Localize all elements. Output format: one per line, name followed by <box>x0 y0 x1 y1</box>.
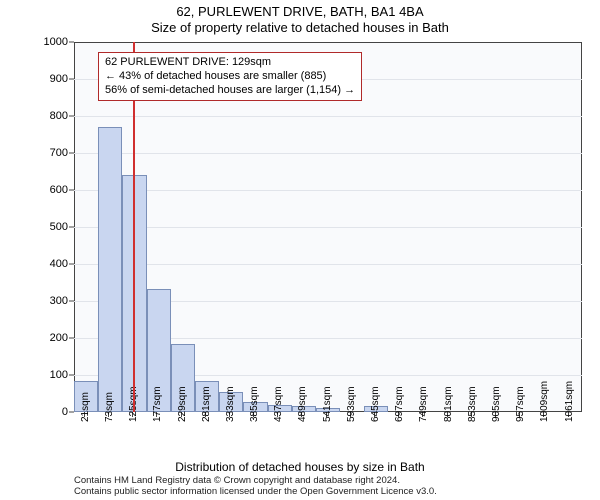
x-tick-label: 853sqm <box>467 386 478 422</box>
x-axis-label: Distribution of detached houses by size … <box>0 460 600 474</box>
annotation-callout: 62 PURLEWENT DRIVE: 129sqm ← 43% of deta… <box>98 52 362 101</box>
x-tick-label: 593sqm <box>346 386 357 422</box>
page-title: 62, PURLEWENT DRIVE, BATH, BA1 4BA <box>0 4 600 19</box>
histogram-plot: 62 PURLEWENT DRIVE: 129sqm ← 43% of deta… <box>74 42 582 412</box>
x-tick-label: 541sqm <box>322 386 333 422</box>
y-tick-label: 600 <box>50 184 68 196</box>
annotation-line-2: ← 43% of detached houses are smaller (88… <box>105 70 355 84</box>
y-tick-label: 500 <box>50 221 68 233</box>
gridline <box>74 264 582 265</box>
x-tick-label: 229sqm <box>177 386 188 422</box>
y-tick-mark <box>69 42 74 43</box>
y-tick-mark <box>69 116 74 117</box>
x-tick-label: 905sqm <box>491 386 502 422</box>
gridline <box>74 116 582 117</box>
x-tick-label: 385sqm <box>249 386 260 422</box>
y-tick-label: 800 <box>50 110 68 122</box>
attribution-text: Contains HM Land Registry data © Crown c… <box>74 476 437 498</box>
y-tick-label: 1000 <box>44 36 68 48</box>
y-tick-mark <box>69 338 74 339</box>
y-tick-mark <box>69 264 74 265</box>
x-tick-label: 489sqm <box>297 386 308 422</box>
x-tick-label: 437sqm <box>273 386 284 422</box>
y-tick-label: 700 <box>50 147 68 159</box>
x-tick-label: 1009sqm <box>539 381 550 422</box>
x-tick-label: 177sqm <box>152 386 163 422</box>
y-tick-mark <box>69 190 74 191</box>
y-tick-label: 900 <box>50 73 68 85</box>
y-tick-label: 400 <box>50 258 68 270</box>
attribution-line-2: Contains public sector information licen… <box>74 487 437 498</box>
y-tick-mark <box>69 79 74 80</box>
x-tick-label: 697sqm <box>394 386 405 422</box>
y-tick-mark <box>69 375 74 376</box>
x-tick-label: 333sqm <box>225 386 236 422</box>
y-tick-mark <box>69 301 74 302</box>
x-tick-label: 21sqm <box>80 392 91 422</box>
y-tick-mark <box>69 227 74 228</box>
annotation-line-3: 56% of semi-detached houses are larger (… <box>105 84 355 98</box>
gridline <box>74 190 582 191</box>
gridline <box>74 153 582 154</box>
y-tick-label: 100 <box>50 369 68 381</box>
x-tick-label: 957sqm <box>515 386 526 422</box>
x-tick-label: 73sqm <box>104 392 115 422</box>
x-tick-label: 749sqm <box>418 386 429 422</box>
x-tick-label: 645sqm <box>370 386 381 422</box>
gridline <box>74 227 582 228</box>
x-tick-label: 281sqm <box>201 386 212 422</box>
histogram-bar <box>98 127 122 412</box>
page-subtitle: Size of property relative to detached ho… <box>0 20 600 35</box>
y-tick-label: 0 <box>62 406 68 418</box>
y-tick-label: 300 <box>50 295 68 307</box>
x-tick-label: 1061sqm <box>564 381 575 422</box>
y-tick-mark <box>69 153 74 154</box>
y-tick-label: 200 <box>50 332 68 344</box>
annotation-line-1: 62 PURLEWENT DRIVE: 129sqm <box>105 56 355 70</box>
x-tick-label: 801sqm <box>443 386 454 422</box>
